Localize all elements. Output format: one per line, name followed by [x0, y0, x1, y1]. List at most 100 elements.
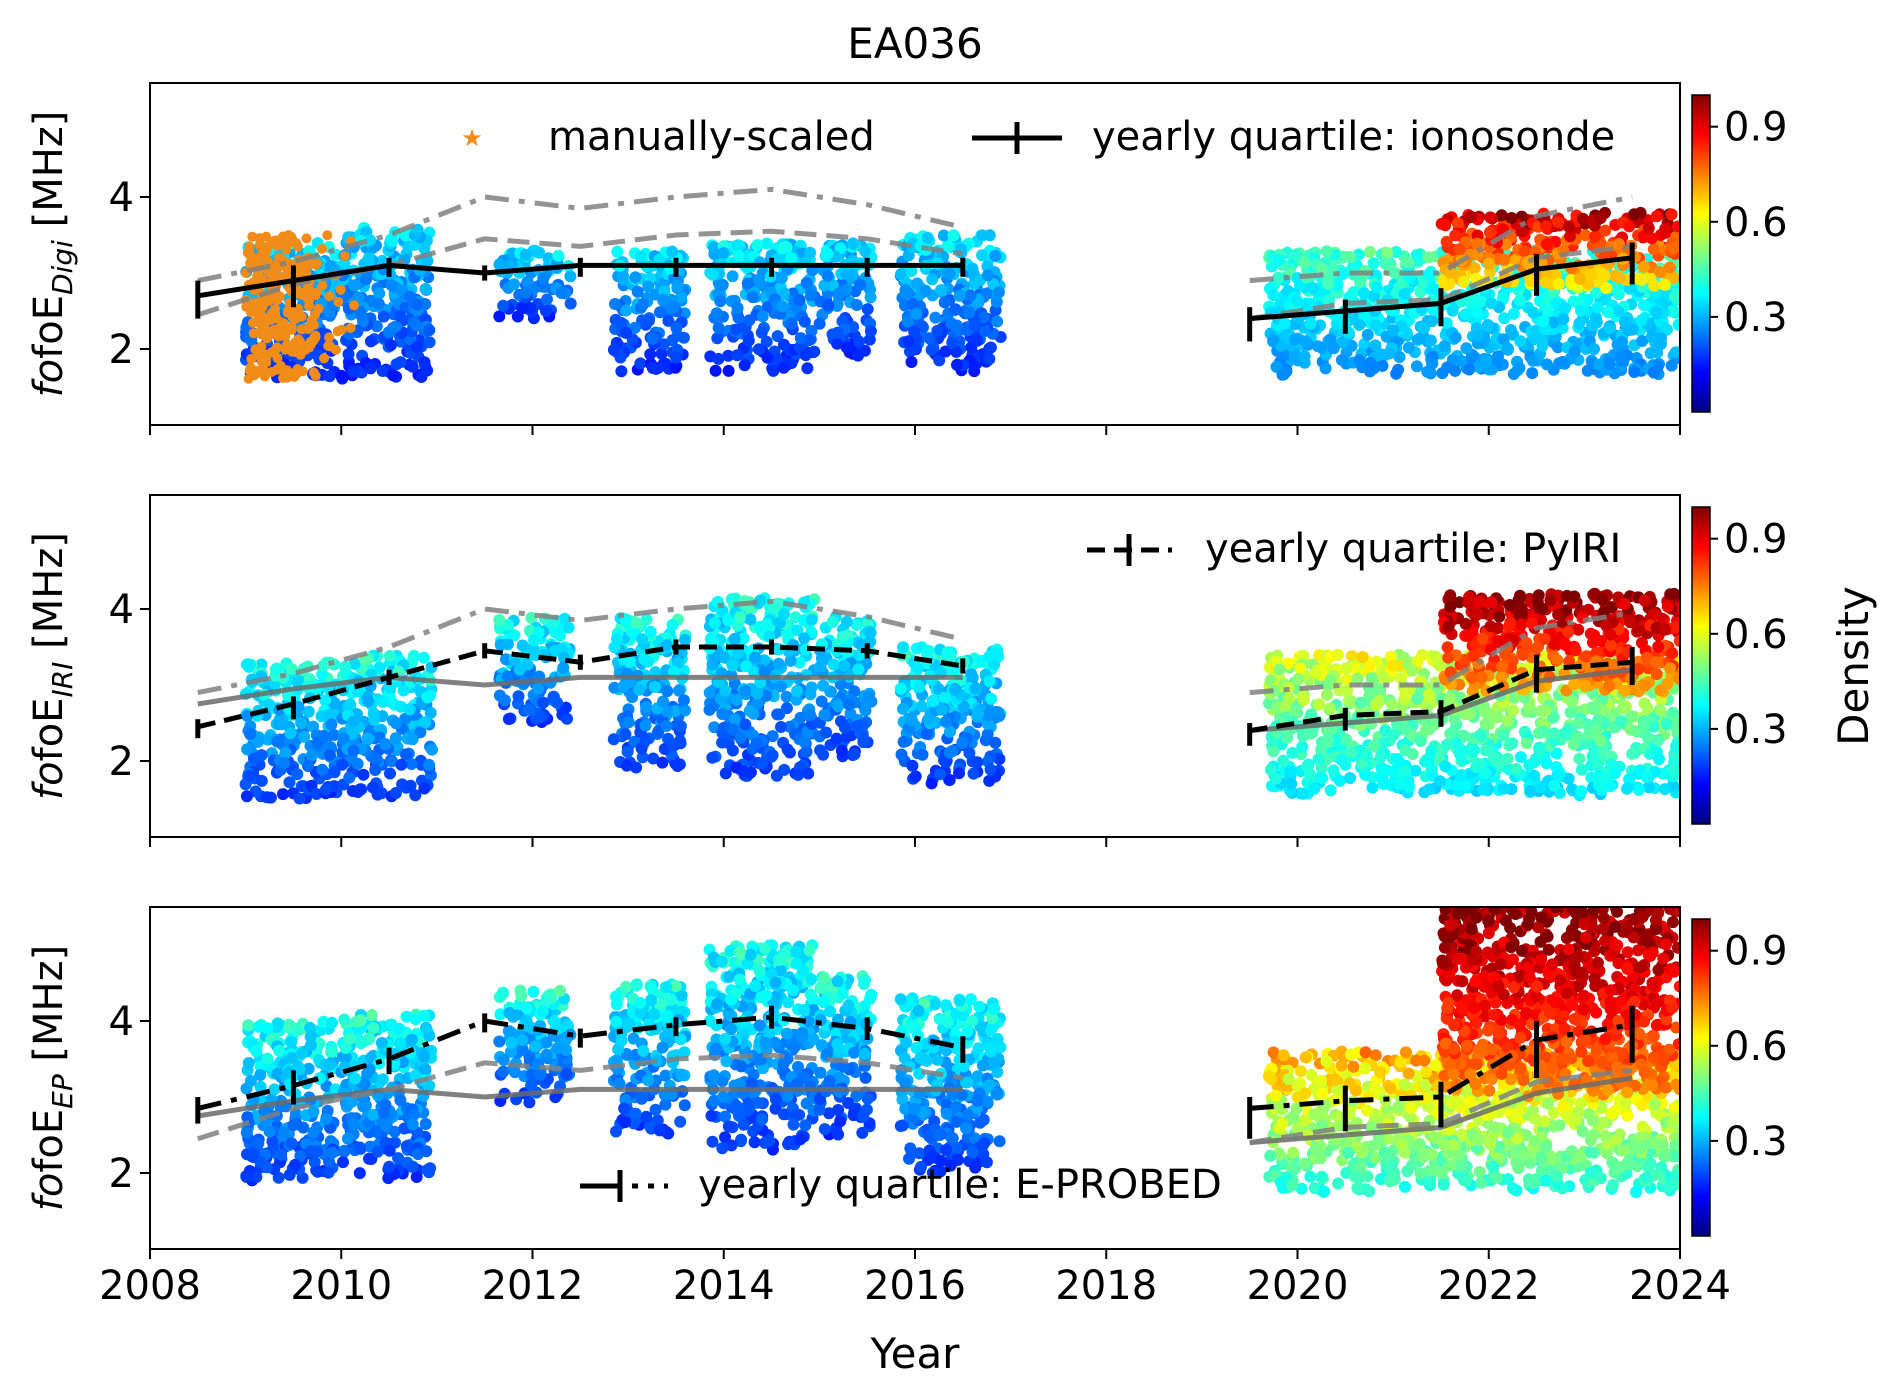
data-point — [662, 314, 675, 327]
data-point — [1277, 368, 1290, 381]
data-point — [730, 693, 743, 706]
data-point — [758, 665, 771, 678]
data-point — [1505, 326, 1518, 339]
data-point — [1637, 720, 1650, 732]
data-point — [637, 298, 650, 311]
manual-point — [336, 324, 347, 335]
data-point — [240, 790, 253, 803]
panel-digi-ylabel: fofoEDigi [MHz] — [26, 111, 79, 398]
data-point — [836, 631, 849, 643]
data-point — [348, 279, 361, 292]
data-point — [283, 776, 296, 789]
data-point — [703, 703, 716, 716]
data-point — [1460, 342, 1473, 355]
data-point — [1457, 276, 1470, 288]
data-point — [1423, 688, 1435, 701]
data-point — [666, 738, 679, 751]
data-point — [639, 719, 652, 732]
data-point — [912, 662, 924, 675]
data-point — [1623, 773, 1636, 786]
data-point — [777, 361, 790, 374]
manual-point — [322, 230, 333, 241]
data-point — [1471, 237, 1484, 250]
y-tick-label: 2 — [109, 739, 134, 785]
data-point — [939, 715, 952, 728]
data-point — [646, 332, 659, 345]
data-point — [1409, 764, 1422, 777]
data-point — [252, 735, 264, 748]
data-point — [541, 293, 553, 306]
data-point — [1528, 769, 1541, 782]
data-point — [1391, 753, 1404, 765]
manual-point — [303, 342, 314, 353]
colorbar-tick-label: 0.3 — [1724, 295, 1788, 341]
manual-point — [256, 250, 266, 261]
data-point — [525, 611, 538, 624]
data-point — [1265, 763, 1277, 776]
data-point — [368, 714, 381, 726]
data-point — [295, 717, 308, 729]
data-point — [255, 749, 268, 762]
data-point — [347, 744, 360, 757]
data-point — [285, 663, 298, 675]
data-point — [905, 265, 918, 277]
data-point — [1667, 706, 1680, 719]
data-point — [385, 279, 398, 292]
data-point — [411, 298, 423, 311]
data-point — [408, 649, 420, 662]
data-point — [310, 788, 323, 800]
data-point — [1426, 315, 1439, 328]
data-point — [916, 748, 929, 761]
data-point — [362, 695, 375, 708]
colorbar-tick-label: 0.6 — [1724, 200, 1788, 246]
data-point — [835, 715, 847, 728]
data-point — [983, 650, 996, 663]
data-point — [366, 781, 379, 794]
data-point — [991, 706, 1004, 719]
data-point — [1564, 706, 1577, 719]
data-point — [1443, 277, 1456, 290]
data-point — [817, 679, 830, 692]
data-point — [793, 294, 806, 306]
data-point — [1428, 282, 1441, 295]
data-point — [1434, 775, 1446, 788]
data-point — [1518, 245, 1531, 258]
data-point — [931, 324, 944, 337]
data-point — [372, 297, 385, 310]
data-point — [1449, 364, 1462, 377]
data-point — [323, 749, 336, 762]
data-point — [1669, 290, 1680, 303]
data-point — [981, 728, 994, 741]
data-point — [963, 747, 976, 760]
data-point — [271, 735, 284, 748]
data-point — [734, 731, 747, 744]
data-point — [805, 681, 818, 694]
data-point — [419, 283, 432, 295]
manual-point — [301, 233, 312, 244]
data-point — [1659, 222, 1672, 235]
data-point — [424, 706, 437, 719]
data-point — [1671, 220, 1680, 233]
data-point — [1514, 335, 1527, 348]
data-point — [814, 660, 827, 673]
data-point — [1321, 733, 1334, 746]
data-point — [746, 291, 759, 304]
data-point — [1377, 777, 1390, 790]
data-point — [670, 321, 683, 334]
data-point — [523, 703, 535, 716]
data-point — [493, 614, 506, 626]
data-point — [298, 730, 311, 743]
data-point — [1443, 692, 1456, 705]
data-point — [984, 763, 997, 776]
data-point — [1410, 360, 1423, 373]
manual-point — [335, 284, 346, 295]
data-point — [666, 245, 679, 258]
data-point — [677, 694, 690, 707]
data-point — [1650, 306, 1663, 319]
data-point — [1480, 355, 1493, 368]
manual-point — [295, 289, 305, 300]
data-point — [1286, 746, 1299, 759]
data-point — [1399, 687, 1412, 700]
panel-iri-ticks: 24 — [109, 587, 1681, 847]
data-point — [1647, 366, 1660, 379]
